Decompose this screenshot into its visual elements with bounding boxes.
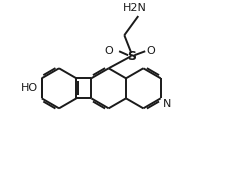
Text: O: O (145, 46, 154, 56)
Text: O: O (104, 46, 113, 56)
Text: N: N (162, 99, 170, 109)
Text: S: S (126, 50, 135, 63)
Text: H2N: H2N (122, 3, 146, 13)
Text: HO: HO (21, 83, 38, 93)
